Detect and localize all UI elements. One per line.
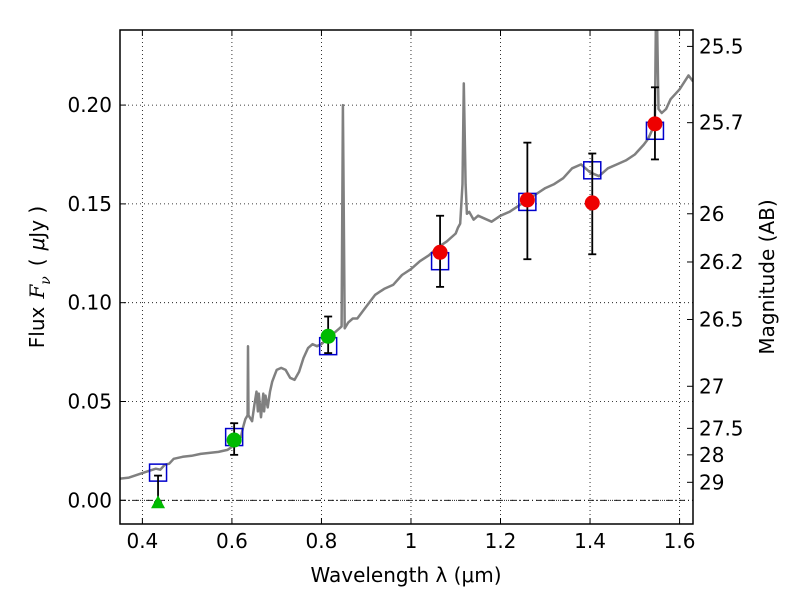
y-axis-title-symbol: F bbox=[25, 284, 49, 300]
y-axis-title: Flux Fν ( μJy ) bbox=[25, 206, 54, 348]
magnitude-tick-label: 28 bbox=[699, 443, 724, 467]
plot-frame bbox=[119, 29, 694, 525]
data-points bbox=[151, 116, 663, 509]
green-upper-limit-marker bbox=[151, 495, 166, 509]
y-tick-label: 0.10 bbox=[67, 291, 112, 315]
magnitude-tick-label: 29 bbox=[699, 470, 724, 494]
red-data-point bbox=[519, 192, 535, 208]
y-axis-title-text: Flux bbox=[25, 306, 49, 348]
y-tick-label: 0.15 bbox=[67, 192, 112, 216]
x-tick-label: 0.8 bbox=[306, 529, 338, 553]
magnitude-axis-ticks: 25.5 25.7 26 26.2 26.5 27 27.5 28 29 bbox=[687, 34, 744, 494]
magnitude-tick-label: 26.5 bbox=[699, 307, 744, 331]
error-bars bbox=[154, 86, 659, 504]
red-data-point bbox=[432, 244, 448, 260]
y-tick-label: 0.00 bbox=[67, 488, 112, 512]
x-tick-label: 1.6 bbox=[664, 529, 696, 553]
magnitude-tick-label: 27 bbox=[699, 374, 724, 398]
x-tick-label: 0.6 bbox=[216, 529, 248, 553]
x-tick-label: 1 bbox=[405, 529, 418, 553]
right-axis-title: Magnitude (AB) bbox=[755, 199, 779, 354]
x-axis-title: Wavelength λ (μm) bbox=[310, 563, 501, 587]
magnitude-tick-label: 25.7 bbox=[699, 111, 744, 135]
x-tick-label: 0.4 bbox=[126, 529, 158, 553]
y-axis-title-mu: μ bbox=[25, 238, 49, 252]
svg-text:FluxFν(μJy ): Flux Fν ( μJy ) bbox=[25, 206, 54, 348]
green-data-point bbox=[320, 328, 336, 344]
x-tick-label: 1.2 bbox=[485, 529, 517, 553]
red-data-point bbox=[584, 195, 600, 211]
magnitude-tick-label: 26.2 bbox=[699, 250, 744, 274]
y-axis-title-subscript: ν bbox=[38, 276, 54, 285]
magnitude-tick-label: 26 bbox=[699, 202, 724, 226]
green-data-point bbox=[226, 432, 242, 448]
y-axis-title-paren: ( bbox=[25, 258, 49, 266]
model-spectrum bbox=[120, 30, 693, 480]
x-tick-label: 1.4 bbox=[574, 529, 606, 553]
red-data-point bbox=[647, 116, 663, 132]
y-axis-ticks: 0.00 0.05 0.10 0.15 0.20 bbox=[67, 93, 126, 512]
plot-background bbox=[120, 30, 693, 524]
magnitude-tick-label: 27.5 bbox=[699, 416, 744, 440]
magnitude-tick-label: 25.5 bbox=[699, 34, 744, 58]
x-axis-ticks: 0.4 0.6 0.8 1 1.2 1.4 1.6 bbox=[126, 30, 695, 553]
y-tick-label: 0.20 bbox=[67, 93, 112, 117]
model-spectrum-line bbox=[120, 30, 693, 480]
y-axis-title-unit: Jy ) bbox=[25, 206, 49, 240]
y-tick-label: 0.05 bbox=[67, 389, 112, 413]
